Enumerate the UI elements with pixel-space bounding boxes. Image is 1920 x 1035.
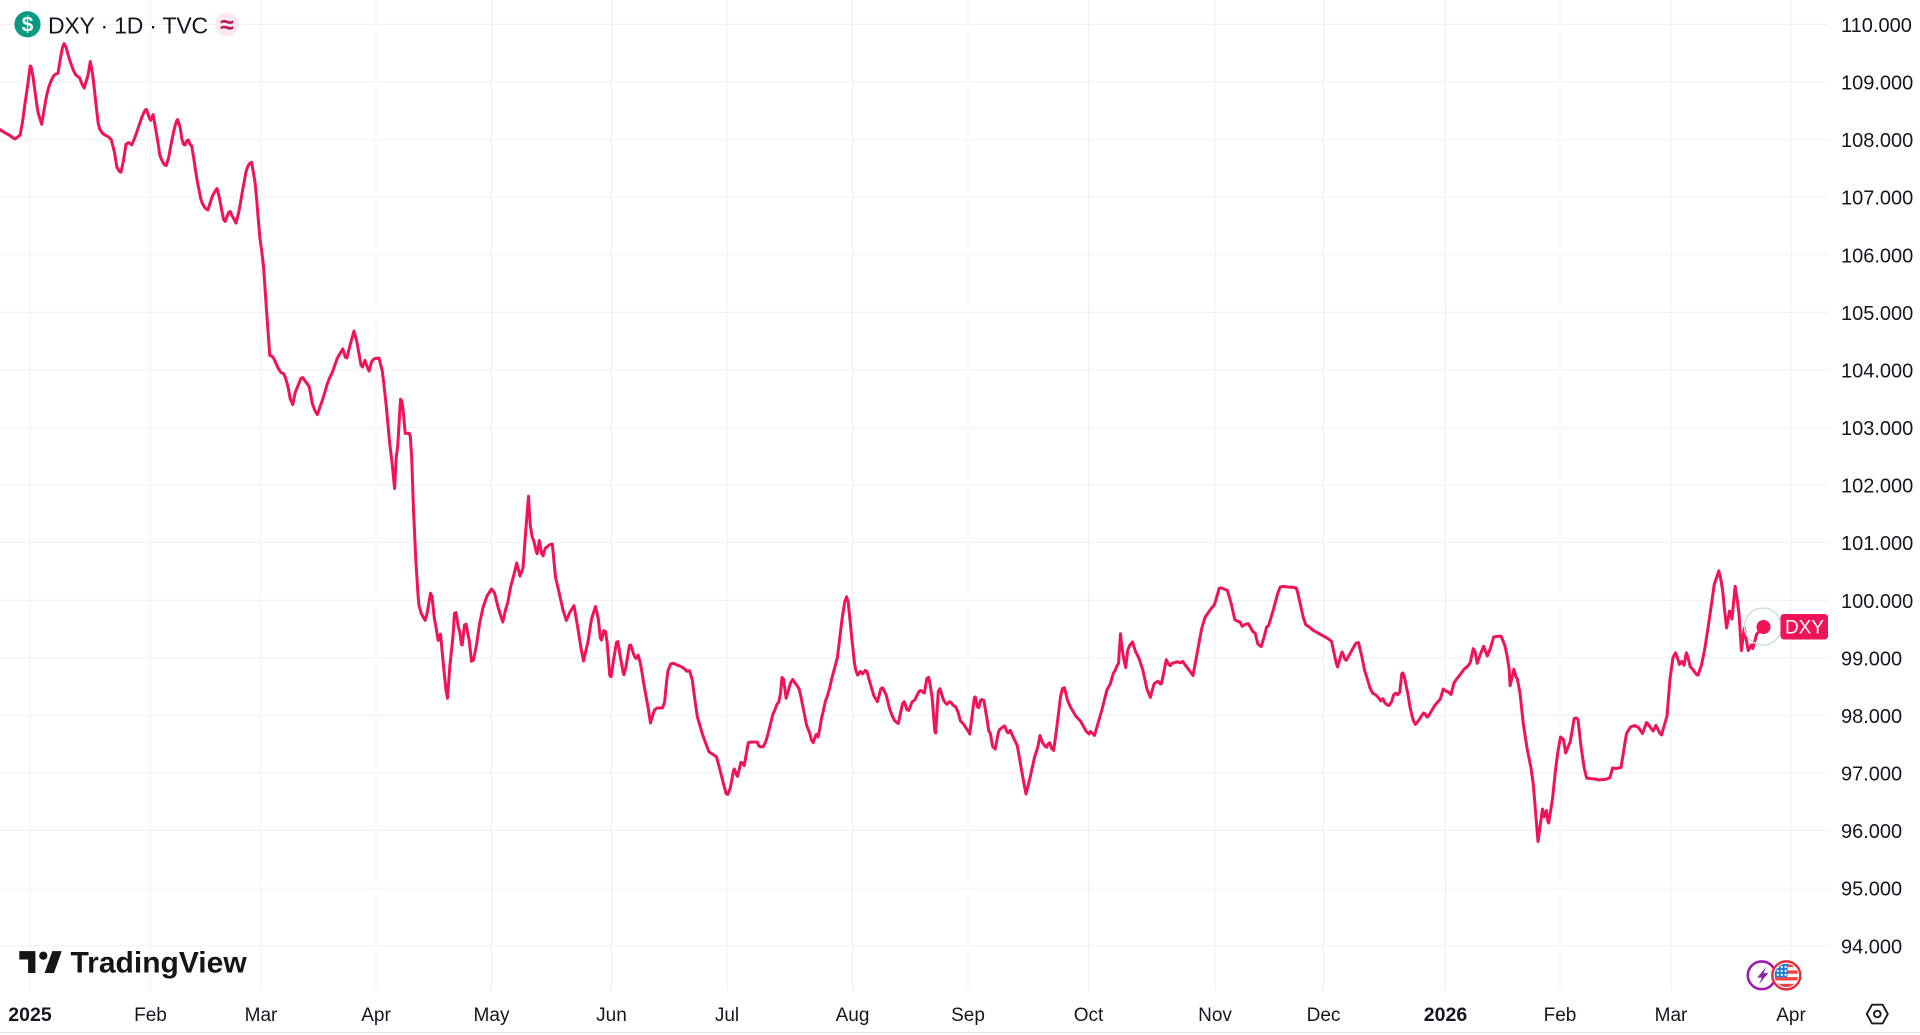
svg-text:100.000: 100.000 [1841, 591, 1913, 613]
svg-text:DXY: DXY [1785, 618, 1824, 639]
svg-text:110.000: 110.000 [1841, 15, 1912, 37]
svg-text:Nov: Nov [1198, 1005, 1232, 1026]
svg-text:$: $ [22, 14, 34, 37]
svg-text:96.000: 96.000 [1841, 821, 1902, 843]
svg-text:105.000: 105.000 [1841, 303, 1913, 325]
svg-text:109.000: 109.000 [1841, 73, 1913, 95]
svg-text:2026: 2026 [1424, 1004, 1468, 1026]
svg-text:Apr: Apr [1776, 1005, 1806, 1026]
svg-text:TradingView: TradingView [71, 947, 248, 980]
svg-text:106.000: 106.000 [1841, 245, 1913, 267]
svg-text:Oct: Oct [1074, 1005, 1104, 1026]
svg-text:107.000: 107.000 [1841, 188, 1913, 210]
svg-text:99.000: 99.000 [1841, 648, 1902, 670]
svg-text:103.000: 103.000 [1841, 418, 1913, 440]
svg-text:102.000: 102.000 [1841, 476, 1913, 498]
svg-text:May: May [474, 1005, 510, 1026]
svg-text:101.000: 101.000 [1841, 533, 1913, 555]
svg-text:DXY · 1D · TVC: DXY · 1D · TVC [48, 13, 208, 39]
svg-text:≈: ≈ [220, 11, 234, 39]
svg-text:Dec: Dec [1307, 1005, 1341, 1026]
svg-text:108.000: 108.000 [1841, 130, 1913, 152]
svg-text:Feb: Feb [134, 1005, 167, 1026]
svg-text:95.000: 95.000 [1841, 879, 1902, 901]
svg-text:Jul: Jul [715, 1005, 739, 1026]
svg-text:Aug: Aug [836, 1005, 870, 1026]
svg-text:Mar: Mar [1655, 1005, 1688, 1026]
svg-text:104.000: 104.000 [1841, 361, 1913, 383]
svg-text:Jun: Jun [596, 1005, 627, 1026]
svg-text:Mar: Mar [245, 1005, 278, 1026]
svg-text:Apr: Apr [361, 1005, 391, 1026]
svg-text:98.000: 98.000 [1841, 706, 1902, 728]
svg-text:Feb: Feb [1544, 1005, 1577, 1026]
svg-text:2025: 2025 [8, 1004, 52, 1026]
svg-text:Sep: Sep [951, 1005, 985, 1026]
svg-text:94.000: 94.000 [1841, 936, 1902, 958]
svg-text:97.000: 97.000 [1841, 764, 1902, 786]
